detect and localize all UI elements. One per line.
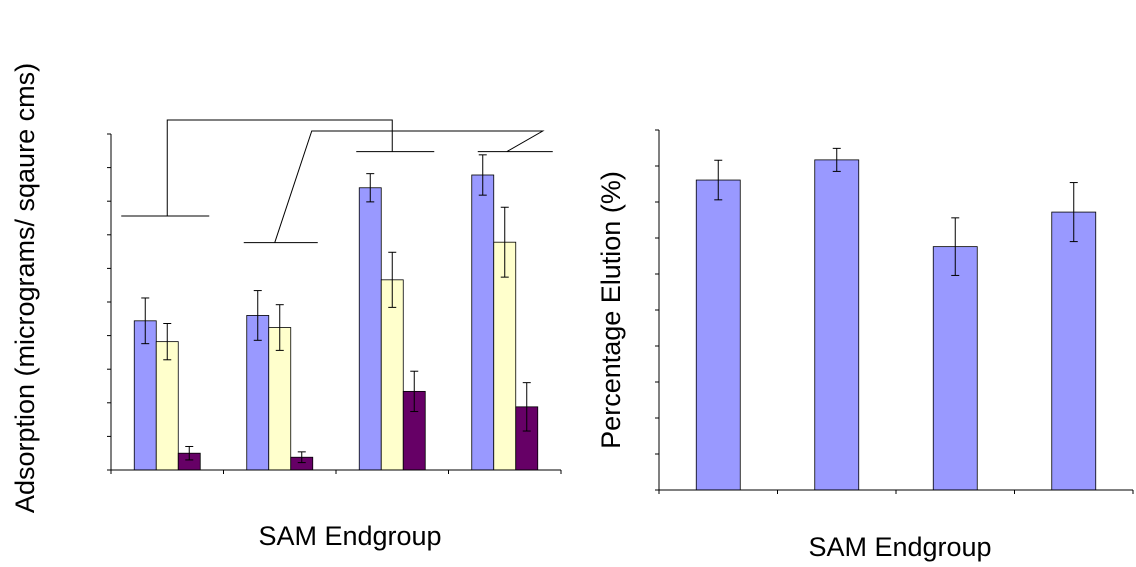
bar	[695, 179, 741, 491]
elution-axes	[655, 129, 1134, 494]
adsorption-bars	[133, 174, 539, 471]
bar	[814, 159, 860, 491]
elution-error-bars	[714, 147, 1078, 276]
adsorption-error-bars	[141, 154, 531, 464]
bar	[471, 174, 495, 471]
comparison-bracket	[243, 130, 553, 244]
adsorption-x-axis-title: SAM Endgroup	[258, 521, 441, 551]
elution-bars	[695, 159, 1097, 491]
bar	[380, 279, 404, 471]
adsorption-y-axis-title: Adsorption (micrograms/ sqaure cms)	[10, 63, 40, 513]
bar	[932, 246, 978, 491]
bar	[358, 187, 382, 471]
elution-chart: SAM Endgroup Percentage Elution (%)	[596, 129, 1134, 562]
comparison-brackets	[121, 119, 553, 244]
bar	[155, 341, 179, 471]
elution-x-axis-title: SAM Endgroup	[808, 532, 991, 562]
elution-y-axis-title: Percentage Elution (%)	[596, 171, 626, 449]
comparison-bracket	[121, 119, 435, 217]
adsorption-axes	[107, 133, 562, 474]
adsorption-chart: SAM Endgroup Adsorption (micrograms/ sqa…	[10, 63, 562, 551]
bar	[1051, 211, 1097, 491]
